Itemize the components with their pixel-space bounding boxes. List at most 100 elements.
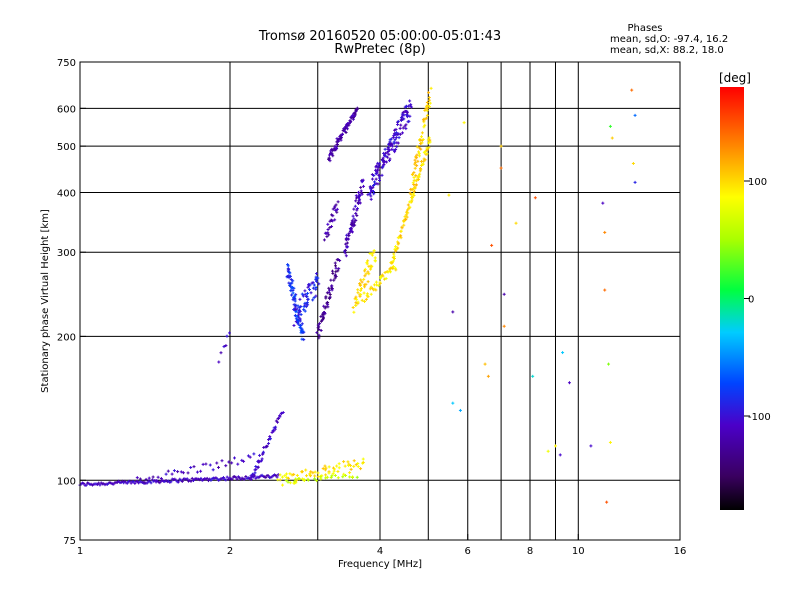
data-point	[385, 160, 389, 164]
data-point	[425, 152, 429, 156]
data-point	[451, 401, 455, 405]
data-point	[327, 465, 331, 469]
data-point	[378, 281, 382, 285]
data-point	[301, 294, 305, 298]
data-point	[328, 288, 332, 292]
data-point	[412, 175, 416, 179]
data-point	[291, 291, 295, 295]
data-point	[383, 159, 387, 163]
data-point	[256, 465, 260, 469]
data-point	[402, 223, 406, 227]
data-point	[412, 189, 416, 193]
stats-line-o: mean, sd,O: -97.4, 16.2	[610, 34, 728, 45]
data-point	[416, 159, 420, 163]
data-point	[205, 476, 209, 480]
data-point	[332, 278, 336, 282]
data-point	[428, 105, 432, 109]
data-point	[305, 301, 309, 305]
data-point	[336, 470, 340, 474]
data-point	[159, 476, 163, 480]
data-point	[362, 291, 366, 295]
data-point	[383, 147, 387, 151]
colorbar-tick-label: 100	[748, 177, 767, 188]
data-point	[303, 292, 307, 296]
data-point	[284, 478, 288, 482]
data-point	[388, 267, 392, 271]
data-point	[181, 471, 185, 475]
data-point	[189, 466, 193, 470]
data-point	[366, 270, 370, 274]
data-point	[352, 464, 356, 468]
data-point	[295, 318, 299, 322]
data-point	[215, 461, 219, 465]
data-point	[394, 249, 398, 253]
data-point	[349, 227, 353, 231]
data-point	[346, 460, 350, 464]
data-point	[447, 193, 451, 197]
data-point	[514, 221, 518, 225]
data-point	[422, 125, 426, 129]
data-point	[248, 455, 252, 459]
data-point	[362, 277, 366, 281]
stats-line-x: mean, sd,X: 88.2, 18.0	[610, 45, 724, 56]
data-point	[300, 292, 304, 296]
data-point	[303, 303, 307, 307]
data-point	[353, 297, 357, 301]
data-point	[288, 271, 292, 275]
data-point	[390, 142, 394, 146]
data-point	[589, 444, 593, 448]
data-point	[276, 420, 280, 424]
data-point	[335, 464, 339, 468]
data-point	[375, 283, 379, 287]
data-point	[156, 475, 160, 479]
stats-heading: Phases	[627, 23, 662, 34]
data-point	[418, 169, 422, 173]
data-point	[164, 472, 168, 476]
data-point	[332, 467, 336, 471]
data-point	[374, 288, 378, 292]
data-point	[400, 225, 404, 229]
data-point	[553, 444, 557, 448]
data-point	[425, 109, 429, 113]
data-point	[304, 295, 308, 299]
data-point	[278, 415, 282, 419]
data-point	[395, 145, 399, 149]
data-point	[321, 467, 325, 471]
data-point	[567, 381, 571, 385]
data-point	[280, 475, 284, 479]
data-point	[405, 114, 409, 118]
data-point	[125, 481, 129, 485]
data-point	[300, 470, 304, 474]
data-point	[324, 295, 328, 299]
data-point	[335, 142, 339, 146]
data-point	[331, 271, 335, 275]
data-point	[209, 478, 213, 482]
data-point	[366, 280, 370, 284]
data-point	[369, 285, 373, 289]
data-point	[361, 460, 365, 464]
data-point	[404, 110, 408, 114]
data-point	[347, 123, 351, 127]
data-point	[217, 360, 221, 364]
data-point	[296, 322, 300, 326]
data-point	[315, 272, 319, 276]
data-point	[180, 479, 184, 483]
data-point	[195, 470, 199, 474]
data-point	[420, 131, 424, 135]
data-point	[327, 296, 331, 300]
data-point	[418, 172, 422, 176]
data-point	[427, 136, 431, 140]
y-tick-label: 400	[57, 188, 76, 199]
data-point	[376, 166, 380, 170]
data-point	[409, 200, 413, 204]
data-point	[313, 470, 317, 474]
data-point	[355, 207, 359, 211]
data-point	[285, 476, 289, 480]
data-point	[397, 136, 401, 140]
data-point	[190, 476, 194, 480]
data-point	[356, 462, 360, 466]
data-point	[338, 259, 342, 263]
data-point	[290, 473, 294, 477]
data-point	[302, 338, 306, 342]
data-point	[415, 164, 419, 168]
